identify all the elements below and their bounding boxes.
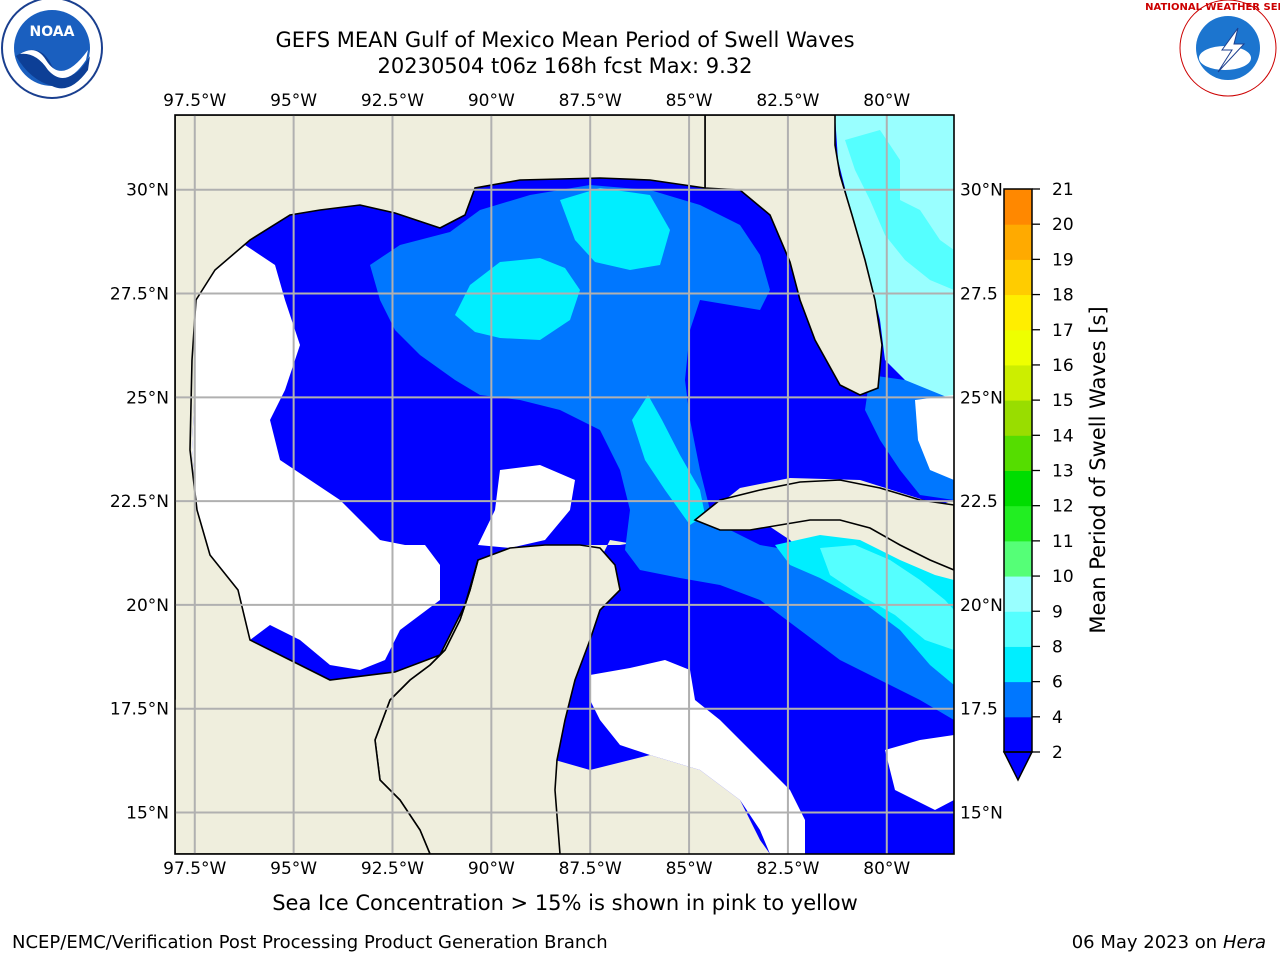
colorbar-swatch	[1004, 435, 1032, 471]
lat-label-right: 15°N	[960, 803, 1003, 823]
lon-label-top: 82.5°W	[756, 91, 819, 111]
title-line-2: 20230504 t06z 168h fcst Max: 9.32	[377, 54, 753, 78]
title-line-1: GEFS MEAN Gulf of Mexico Mean Period of …	[275, 28, 855, 52]
no-data-central	[478, 465, 575, 548]
no-data-east	[915, 395, 954, 480]
central-america-pacific	[175, 690, 370, 790]
colorbar-swatch	[1004, 364, 1032, 401]
lon-label-top: 97.5°W	[163, 91, 226, 111]
lon-label-bottom: 90°W	[468, 859, 515, 879]
lon-label-bottom: 92.5°W	[361, 859, 424, 879]
colorbar-tick-label: 8	[1052, 637, 1063, 657]
lon-label-top: 90°W	[468, 91, 515, 111]
lon-label-top: 85°W	[666, 91, 713, 111]
colorbar-label: Mean Period of Swell Waves [s]	[1086, 306, 1110, 633]
lon-label-top: 95°W	[270, 91, 317, 111]
lat-label-left: 30°N	[126, 181, 169, 201]
lon-label-bottom: 80°W	[863, 859, 910, 879]
cuba	[693, 479, 954, 571]
colorbar-swatch	[1004, 400, 1032, 436]
footer-host: Hera	[1222, 932, 1266, 953]
map-area	[175, 115, 954, 854]
nws-logo: NATIONAL WEATHER SERVICE	[1145, 0, 1280, 97]
colorbar-tick-label: 4	[1052, 708, 1063, 728]
colorbar-tick-label: 15	[1052, 391, 1074, 411]
lon-label-bottom: 82.5°W	[756, 859, 819, 879]
colorbar-swatch	[1004, 294, 1032, 331]
colorbar-swatch	[1004, 470, 1032, 507]
no-data-west	[192, 245, 440, 670]
lat-label-right: 30°N	[960, 181, 1003, 201]
lon-label-bottom: 87.5°W	[559, 859, 622, 879]
period-4-6	[455, 258, 580, 340]
footer-right: 06 May 2023 on Hera	[1072, 932, 1266, 953]
colorbar-swatch	[1004, 540, 1032, 577]
lat-label-left: 27.5°N	[110, 285, 169, 305]
colorbar-tick-label: 2	[1052, 743, 1063, 763]
colorbar-tick-label: 10	[1052, 567, 1074, 587]
colorbar-swatch	[1004, 329, 1032, 366]
period-6-8	[845, 130, 954, 290]
colorbar-swatch	[1004, 576, 1032, 612]
period-4-6	[775, 535, 954, 685]
florida	[704, 115, 883, 396]
lat-label-left: 17.5°N	[110, 700, 169, 720]
colorbar-tick-label: 12	[1052, 497, 1074, 517]
colorbar-swatch	[1004, 189, 1032, 225]
period-4-6	[632, 395, 705, 525]
colorbar: 2 4 6 8 9 10 11 12 13 14 15 16 17 18 19 20 21	[1002, 180, 1074, 782]
lon-label-top: 92.5°W	[361, 91, 424, 111]
colorbar-swatch	[1004, 646, 1032, 683]
footer-date: 06 May 2023 on	[1071, 932, 1218, 953]
svg-text:NATIONAL WEATHER SERVICE: NATIONAL WEATHER SERVICE	[1145, 2, 1280, 13]
lat-label-left: 25°N	[126, 388, 169, 408]
colorbar-tick-label: 19	[1052, 250, 1074, 270]
colorbar-swatch	[1004, 611, 1032, 647]
footer-left: NCEP/EMC/Verification Post Processing Pr…	[12, 932, 608, 953]
colorbar-tick-label: 17	[1052, 321, 1074, 341]
colorbar-tick-label: 13	[1052, 462, 1074, 482]
lat-label-right: 20°N	[960, 596, 1003, 616]
lat-label-right: 17.5	[960, 700, 998, 720]
lon-label-bottom: 97.5°W	[163, 859, 226, 879]
lat-label-right: 22.5	[960, 492, 998, 512]
colorbar-swatch	[1004, 681, 1032, 718]
colorbar-tick-label: 20	[1052, 215, 1074, 235]
colorbar-tick-label: 11	[1052, 532, 1074, 552]
colorbar-tick-label: 21	[1052, 180, 1074, 200]
us-gulf-coast	[175, 115, 706, 854]
gridlines	[175, 115, 954, 854]
colorbar-swatch	[1004, 505, 1032, 542]
colorbar-extend-min	[1002, 751, 1034, 782]
map-border	[174, 114, 955, 855]
colorbar-tick-label: 6	[1052, 673, 1063, 693]
noaa-logo: NOAA	[1, 0, 103, 99]
colorbar-swatch	[1004, 224, 1032, 260]
no-data-se	[885, 735, 954, 810]
colorbar-swatch	[1004, 716, 1032, 753]
axis-labels: 97.5°W 97.5°W 95°W 95°W 92.5°W 92.5°W 90°W 90°W…	[110, 91, 1003, 879]
lat-label-left: 20°N	[126, 596, 169, 616]
lat-label-left: 15°N	[126, 803, 169, 823]
lat-label-right: 27.5	[960, 285, 998, 305]
lat-label-right: 25°N	[960, 388, 1003, 408]
ice-note: Sea Ice Concentration > 15% is shown in …	[272, 891, 858, 915]
colorbar-tick-label: 16	[1052, 356, 1074, 376]
colorbar-tick-label: 9	[1052, 602, 1063, 622]
colorbar-swatch	[1004, 259, 1032, 296]
lon-label-top: 80°W	[863, 91, 910, 111]
lat-label-left: 22.5°N	[110, 492, 169, 512]
lon-label-bottom: 85°W	[666, 859, 713, 879]
svg-text:NOAA: NOAA	[30, 24, 75, 40]
lon-label-top: 87.5°W	[559, 91, 622, 111]
lon-label-bottom: 95°W	[270, 859, 317, 879]
colorbar-tick-label: 18	[1052, 286, 1074, 306]
colorbar-tick-label: 14	[1052, 426, 1074, 446]
period-4-6	[560, 188, 670, 270]
